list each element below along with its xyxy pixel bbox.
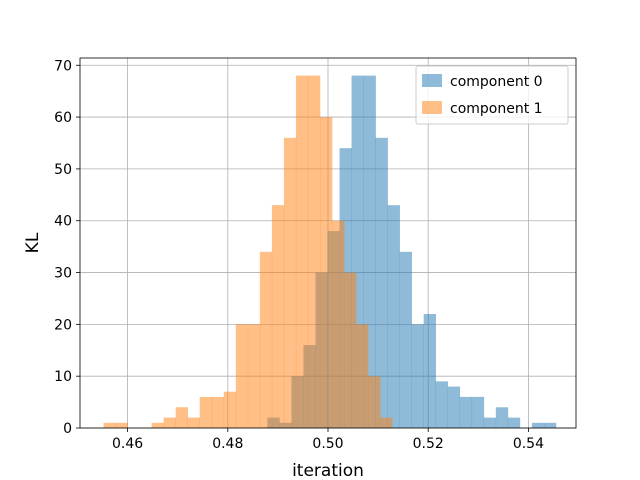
bar-series-1-bin-8 xyxy=(199,396,213,428)
bar-series-1-bin-18 xyxy=(319,117,333,429)
x-tick-label-0.50: 0.50 xyxy=(312,436,343,452)
y-tick-label-60: 60 xyxy=(54,110,72,126)
legend-swatch-component-0 xyxy=(422,74,442,87)
legend: component 0 component 1 xyxy=(415,65,569,125)
y-tick-label-40: 40 xyxy=(54,214,72,230)
bar-series-1-bin-23 xyxy=(380,417,393,428)
bar-series-0-bin-11 xyxy=(387,205,400,428)
bar-series-0-bin-17 xyxy=(459,396,473,428)
bar-series-0-bin-24 xyxy=(543,422,557,428)
bar-series-0-bin-19 xyxy=(483,417,497,428)
bar-series-1-bin-5 xyxy=(163,417,176,428)
bar-series-1-bin-10 xyxy=(223,391,237,428)
bar-series-1-bin-22 xyxy=(368,376,381,428)
bar-series-0-bin-13 xyxy=(411,324,424,428)
axis-ticks: 0.46 0.48 0.50 0.52 0.54 0 10 20 30 40 50 60 70 xyxy=(54,58,544,452)
bar-series-0-bin-18 xyxy=(471,396,485,428)
legend-swatch-component-1 xyxy=(422,101,442,114)
legend-label-component-1: component 1 xyxy=(450,101,543,117)
bar-series-1-bin-14 xyxy=(271,205,285,428)
y-tick-label-10: 10 xyxy=(54,369,72,385)
bar-series-1-bin-4 xyxy=(151,422,164,428)
bar-series-1-bin-19 xyxy=(332,220,345,428)
x-tick-label-0.46: 0.46 xyxy=(112,436,143,452)
bar-series-0-bin-20 xyxy=(495,407,509,428)
bar-series-1-bin-1 xyxy=(115,422,128,428)
bar-series-0-bin-15 xyxy=(435,381,449,428)
x-tick-label-0.54: 0.54 xyxy=(513,436,544,452)
x-tick-label-0.48: 0.48 xyxy=(212,436,243,452)
y-tick-label-50: 50 xyxy=(54,162,72,178)
bar-series-0-bin-10 xyxy=(375,137,388,428)
bar-series-0-bin-21 xyxy=(507,417,521,428)
bar-series-1-bin-21 xyxy=(356,324,369,428)
bar-series-1-bin-9 xyxy=(211,396,225,428)
y-tick-label-20: 20 xyxy=(54,317,72,333)
bar-series-0-bin-12 xyxy=(399,251,412,428)
bar-series-0-bin-14 xyxy=(423,313,437,428)
y-tick-label-30: 30 xyxy=(54,266,72,282)
bar-series-0-bin-16 xyxy=(447,386,461,428)
legend-label-component-0: component 0 xyxy=(450,74,543,90)
y-tick-label-70: 70 xyxy=(54,58,72,74)
bar-series-1-bin-16 xyxy=(295,75,309,428)
legend-box xyxy=(415,65,569,125)
bar-series-1-bin-12 xyxy=(247,324,261,428)
bar-series-1-bin-7 xyxy=(187,417,201,428)
bar-series-1-bin-6 xyxy=(175,407,189,428)
x-tick-label-0.52: 0.52 xyxy=(413,436,444,452)
bar-series-1-bin-0 xyxy=(103,422,116,428)
bar-series-1-bin-15 xyxy=(283,137,297,428)
bar-series-1-bin-20 xyxy=(344,272,357,428)
y-axis-title: KL xyxy=(23,232,43,253)
x-axis-title: iteration xyxy=(292,461,364,480)
bar-series-1-bin-13 xyxy=(259,251,273,428)
bar-series-1-bin-11 xyxy=(235,324,249,428)
bar-series-0-bin-23 xyxy=(531,422,545,428)
y-tick-label-0: 0 xyxy=(63,421,72,437)
bar-series-1-bin-17 xyxy=(307,75,321,428)
histogram-bars xyxy=(103,75,557,429)
